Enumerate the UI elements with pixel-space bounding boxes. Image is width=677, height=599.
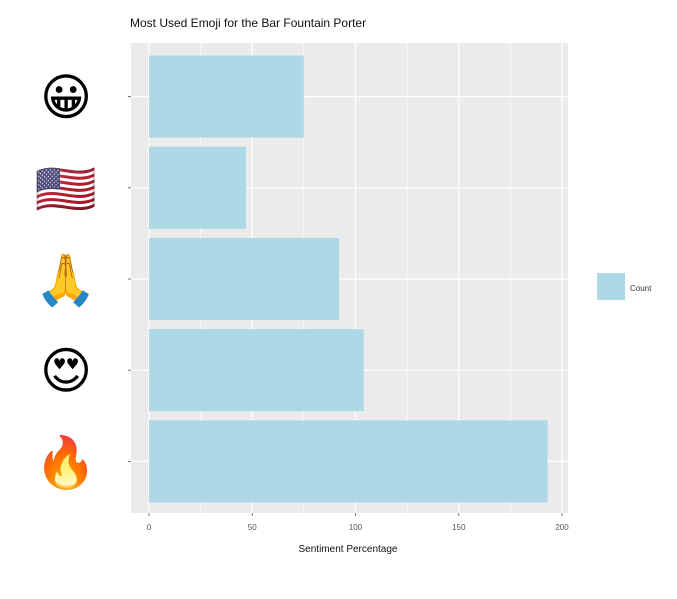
x-axis-title: Sentiment Percentage xyxy=(299,544,398,555)
chart-title: Most Used Emoji for the Bar Fountain Por… xyxy=(130,16,366,30)
us-flag-emoji: 🇺🇸 xyxy=(35,160,97,218)
x-tick-label: 50 xyxy=(248,523,257,532)
x-axis: 0 50 100 150 200 xyxy=(147,513,569,532)
bar-folded-hands-emoji xyxy=(149,237,339,321)
x-tick-label: 0 xyxy=(147,523,152,532)
legend-label: Count xyxy=(630,284,652,293)
legend: Count xyxy=(597,273,652,300)
bar-heart-eyes-emoji xyxy=(149,329,364,412)
legend-swatch xyxy=(597,273,625,300)
heart-eyes-emoji: 😍 xyxy=(40,342,92,400)
bar-us-flag-emoji xyxy=(149,146,247,229)
y-axis: 😀 🇺🇸 🙏 😍 🔥 xyxy=(35,69,131,491)
bars xyxy=(149,55,548,503)
fire-emoji: 🔥 xyxy=(35,433,97,491)
bar-grinning-face-emoji xyxy=(149,55,304,138)
x-tick-label: 200 xyxy=(555,523,569,532)
bar-fire-emoji xyxy=(149,420,548,503)
folded-hands-emoji: 🙏 xyxy=(35,251,97,309)
x-tick-label: 150 xyxy=(452,523,466,532)
x-tick-label: 100 xyxy=(349,523,363,532)
grinning-face-emoji: 😀 xyxy=(40,69,92,127)
